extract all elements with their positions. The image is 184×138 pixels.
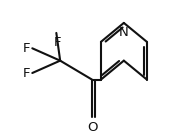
Text: N: N bbox=[119, 26, 129, 39]
Text: F: F bbox=[23, 67, 31, 79]
Text: O: O bbox=[87, 121, 97, 134]
Text: F: F bbox=[53, 36, 61, 49]
Text: F: F bbox=[23, 42, 31, 55]
